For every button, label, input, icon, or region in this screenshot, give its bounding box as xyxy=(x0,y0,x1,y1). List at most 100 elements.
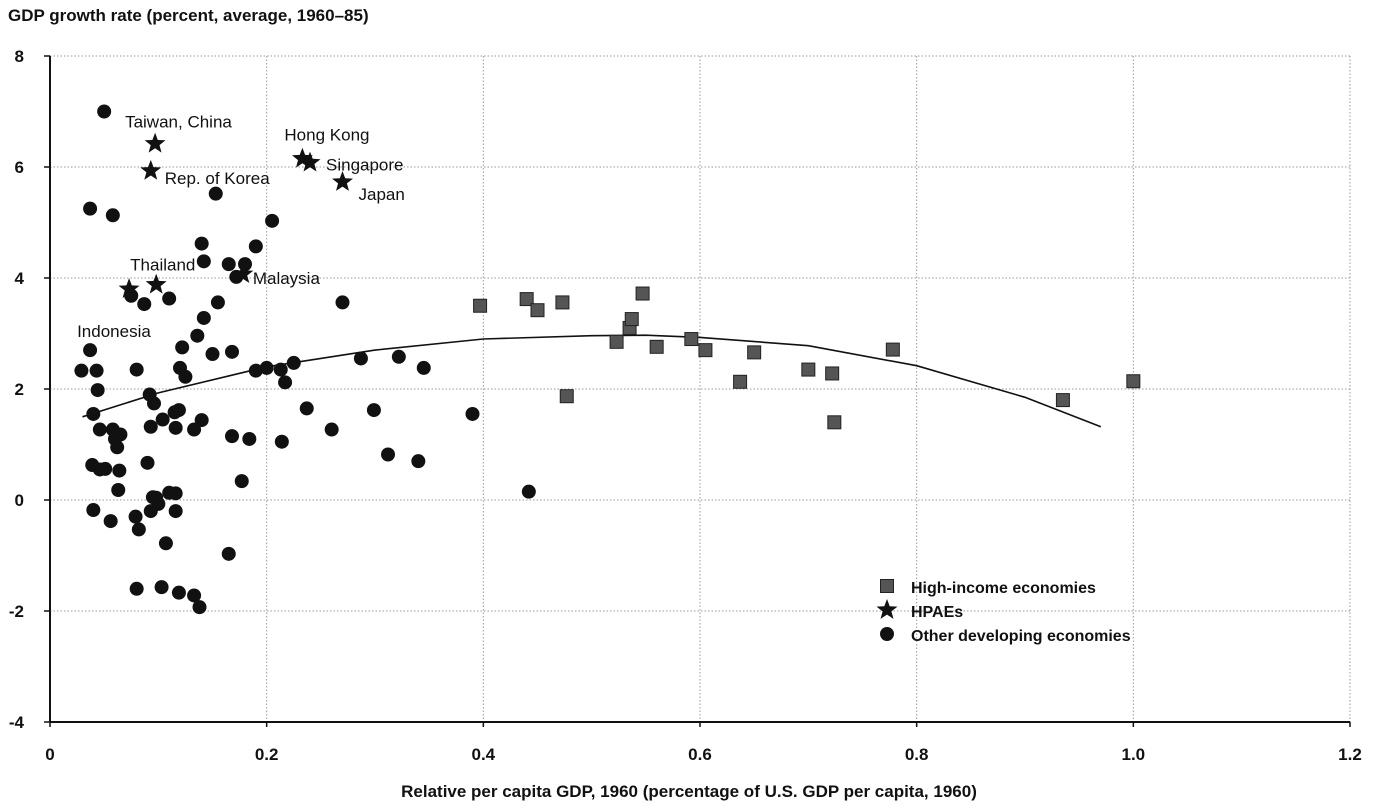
developing-point xyxy=(187,422,202,437)
axes xyxy=(44,55,1351,727)
developing-point xyxy=(168,504,183,519)
developing-point xyxy=(90,383,105,398)
developing-point xyxy=(381,447,395,462)
high-income-point xyxy=(1126,374,1141,389)
legend: High-income economies HPAEs Other developi… xyxy=(876,579,1131,645)
legend-label: Other developing economies xyxy=(911,628,1131,645)
hpae-point xyxy=(144,132,166,153)
developing-point xyxy=(194,236,209,251)
point-label: Indonesia xyxy=(77,322,151,341)
developing-point xyxy=(83,343,98,358)
point-label: Thailand xyxy=(130,256,195,275)
developing-point xyxy=(162,291,177,306)
developing-point xyxy=(129,362,144,377)
hpae-point xyxy=(140,159,162,180)
developing-point xyxy=(110,440,125,455)
high-income-point xyxy=(747,345,762,360)
developing-point xyxy=(210,295,225,310)
developing-point xyxy=(105,208,120,223)
developing-point xyxy=(143,419,158,434)
high-income-point xyxy=(801,362,816,377)
developing-point xyxy=(286,355,301,370)
high-income-point xyxy=(473,298,488,313)
developing-point xyxy=(143,504,158,519)
developing-point xyxy=(131,522,146,537)
developing-point xyxy=(171,585,186,600)
developing-point xyxy=(89,363,104,378)
developing-point xyxy=(248,239,263,254)
x-tick-label: 0.8 xyxy=(905,745,929,764)
high-income-point xyxy=(1055,393,1070,408)
developing-point xyxy=(171,403,186,418)
developing-point xyxy=(103,514,118,529)
grid xyxy=(50,55,1351,722)
developing-point xyxy=(411,454,426,469)
hpae-point xyxy=(332,171,353,191)
x-tick-label: 0.2 xyxy=(255,745,279,764)
developing-point xyxy=(74,363,89,378)
hpae-point xyxy=(292,147,313,168)
developing-point xyxy=(234,474,249,489)
developing-point xyxy=(259,360,274,375)
developing-point xyxy=(111,483,126,498)
developing-point xyxy=(324,422,339,437)
legend-marker-square xyxy=(880,579,894,593)
developing-point xyxy=(242,431,257,446)
developing-point xyxy=(273,362,288,377)
x-tick-label: 0.6 xyxy=(688,745,712,764)
point-label: Rep. of Korea xyxy=(165,169,270,188)
developing-point xyxy=(196,310,211,325)
high-income-point xyxy=(530,303,545,318)
developing-point xyxy=(86,406,101,421)
point-label: Hong Kong xyxy=(284,126,369,145)
developing-point xyxy=(265,213,280,228)
hpae-point xyxy=(118,278,140,298)
high-income-point xyxy=(827,415,842,430)
developing-point xyxy=(335,295,350,310)
high-income-point xyxy=(649,339,664,354)
high-income-point xyxy=(519,292,534,307)
developing-point xyxy=(158,536,173,551)
y-tick-label: 8 xyxy=(15,47,24,66)
developing-point xyxy=(465,406,480,421)
developing-point xyxy=(97,104,112,119)
developing-point xyxy=(299,401,314,416)
hpae-point xyxy=(299,151,321,172)
developing-point xyxy=(274,434,289,449)
developing-point xyxy=(98,461,113,476)
y-axis-label: GDP growth rate (percent, average, 1960–… xyxy=(8,6,369,25)
y-tick-label: -2 xyxy=(9,602,24,621)
developing-point xyxy=(194,413,209,428)
high-income-point xyxy=(624,312,639,327)
developing-point xyxy=(238,257,252,272)
developing-point xyxy=(175,340,190,355)
developing-point xyxy=(137,297,152,312)
y-tick-label: 0 xyxy=(15,491,24,510)
developing-point xyxy=(248,363,263,378)
developing-point xyxy=(190,328,205,343)
developing-point xyxy=(178,369,193,384)
point-label: Japan xyxy=(359,185,405,204)
legend-label: High-income economies xyxy=(911,580,1096,597)
developing-point xyxy=(147,396,161,411)
x-tick-label: 1.2 xyxy=(1338,745,1362,764)
legend-marker-star xyxy=(876,599,898,619)
developing-point xyxy=(221,257,236,272)
developing-point xyxy=(521,484,536,499)
data-points xyxy=(74,104,1141,615)
developing-point xyxy=(140,455,155,470)
developing-point xyxy=(168,486,183,501)
point-label: Singapore xyxy=(326,156,404,175)
high-income-point xyxy=(825,366,840,381)
x-tick-label: 0 xyxy=(45,745,54,764)
developing-point xyxy=(83,201,98,216)
developing-point xyxy=(225,344,239,359)
developing-point xyxy=(208,186,223,201)
y-tick-label: 6 xyxy=(15,158,24,177)
developing-point xyxy=(416,360,431,375)
developing-point xyxy=(278,375,293,390)
developing-point xyxy=(86,502,101,517)
point-label: Taiwan, China xyxy=(125,113,232,132)
high-income-point xyxy=(555,295,570,310)
